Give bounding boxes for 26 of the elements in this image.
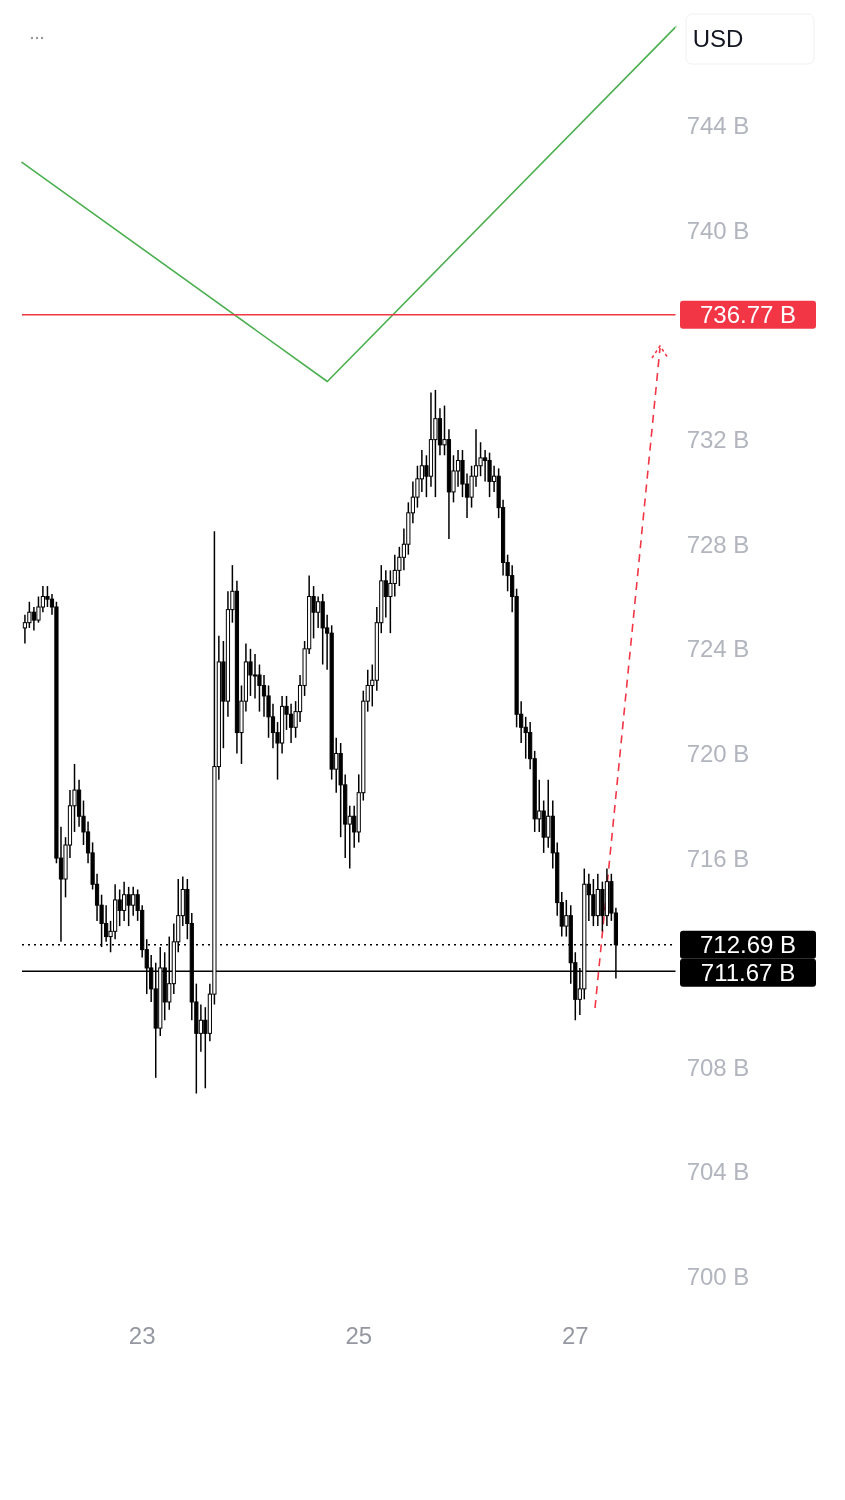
y-tick-label: 740 B — [686, 216, 750, 244]
y-tick-label: 724 B — [686, 635, 750, 663]
candlestick — [31, 606, 37, 632]
ref-line-label: 736.77 B — [699, 301, 797, 329]
ref-line-label: 712.69 B — [699, 931, 797, 959]
x-tick-label: 27 — [561, 1322, 589, 1349]
y-axis-title: USD — [692, 25, 744, 53]
y-tick-label: 744 B — [686, 112, 750, 140]
candlestick — [22, 614, 28, 645]
y-tick-label: 708 B — [686, 1053, 750, 1081]
x-tick-label: 23 — [128, 1322, 156, 1349]
y-tick-label: 728 B — [686, 530, 750, 558]
y-tick-label: 732 B — [686, 425, 750, 453]
candlestick — [288, 703, 294, 744]
candlestick — [252, 653, 258, 700]
ref-line-label: 711.67 B — [700, 959, 796, 987]
candlestick — [591, 878, 596, 927]
y-tick-label: 720 B — [686, 739, 750, 767]
y-tick-label: 704 B — [686, 1158, 750, 1186]
y-tick-label: 716 B — [686, 844, 750, 872]
candlestick — [261, 674, 267, 718]
candlestick — [126, 886, 131, 927]
candlestick — [487, 451, 492, 498]
y-tick-label: 700 B — [686, 1263, 750, 1291]
x-tick-label: 25 — [345, 1322, 373, 1349]
candlestick — [433, 389, 438, 498]
